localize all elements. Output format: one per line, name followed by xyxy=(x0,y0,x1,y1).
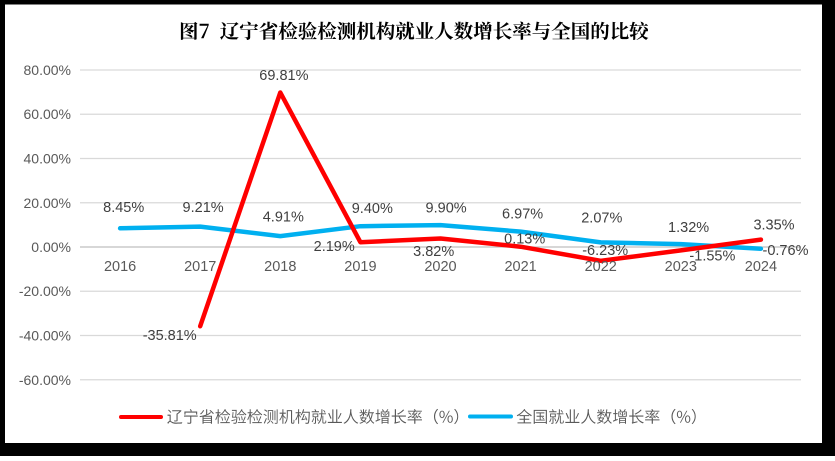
svg-text:2018: 2018 xyxy=(264,259,296,275)
svg-text:-1.55%: -1.55% xyxy=(689,249,735,265)
svg-text:2.07%: 2.07% xyxy=(581,211,622,227)
svg-text:2024: 2024 xyxy=(745,259,777,275)
svg-text:60.00%: 60.00% xyxy=(24,106,71,122)
svg-text:20.00%: 20.00% xyxy=(24,195,71,211)
svg-text:2020: 2020 xyxy=(424,259,456,275)
svg-text:2022: 2022 xyxy=(585,259,617,275)
svg-text:69.81%: 69.81% xyxy=(259,68,308,84)
svg-text:6.97%: 6.97% xyxy=(502,207,543,223)
svg-text:2021: 2021 xyxy=(504,259,536,275)
svg-text:2019: 2019 xyxy=(344,259,376,275)
svg-text:-60.00%: -60.00% xyxy=(19,372,71,388)
svg-text:-40.00%: -40.00% xyxy=(19,328,71,344)
svg-text:2017: 2017 xyxy=(184,259,216,275)
svg-text:4.91%: 4.91% xyxy=(263,209,304,225)
svg-text:0.13%: 0.13% xyxy=(504,231,545,247)
svg-text:80.00%: 80.00% xyxy=(24,62,71,78)
svg-text:-6.23%: -6.23% xyxy=(582,243,628,259)
svg-text:9.40%: 9.40% xyxy=(352,201,393,217)
svg-text:-0.76%: -0.76% xyxy=(763,243,809,259)
svg-text:9.90%: 9.90% xyxy=(426,201,467,217)
svg-text:9.21%: 9.21% xyxy=(183,200,224,216)
svg-text:2.19%: 2.19% xyxy=(314,239,355,255)
svg-text:-20.00%: -20.00% xyxy=(19,283,71,299)
svg-text:2023: 2023 xyxy=(665,259,697,275)
svg-text:0.00%: 0.00% xyxy=(31,239,71,255)
svg-text:40.00%: 40.00% xyxy=(24,151,71,167)
svg-text:3.35%: 3.35% xyxy=(753,218,794,234)
svg-text:-35.81%: -35.81% xyxy=(143,328,197,344)
svg-text:1.32%: 1.32% xyxy=(668,220,709,236)
svg-text:8.45%: 8.45% xyxy=(103,200,144,216)
svg-text:3.82%: 3.82% xyxy=(413,244,454,260)
svg-text:2016: 2016 xyxy=(104,259,136,275)
